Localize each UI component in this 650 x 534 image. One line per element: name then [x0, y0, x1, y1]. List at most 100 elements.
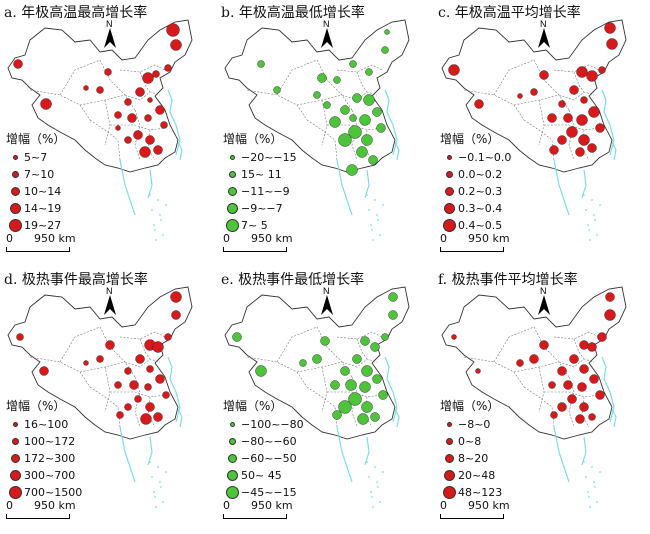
panel-title: c. 年极高温平均增长率 [438, 5, 581, 21]
north-arrow-icon [104, 28, 116, 48]
legend-dot [226, 203, 238, 214]
legend: 增幅（%） 16~100 100~172 172~300 300~700 700~1500 [6, 397, 82, 501]
station-dot [529, 354, 539, 364]
station-dot [346, 164, 358, 176]
province-border [493, 326, 535, 363]
station-dot [576, 66, 588, 78]
island-marker [372, 506, 374, 508]
north-label: N [106, 19, 113, 29]
station-dot [345, 379, 357, 391]
station-dot [363, 94, 375, 106]
station-dot [557, 402, 567, 412]
station-dot [323, 101, 331, 109]
province-border [29, 89, 91, 121]
station-dot [105, 340, 115, 350]
island-marker [159, 214, 161, 216]
province-border [336, 331, 383, 340]
province-border [573, 71, 585, 93]
province-border [246, 356, 308, 388]
legend-dot [11, 438, 19, 445]
island-marker [153, 491, 155, 493]
island-marker [155, 239, 157, 241]
station-dot [162, 391, 170, 399]
island-marker [151, 476, 153, 478]
legend-dot [9, 470, 21, 481]
legend-item: 16~100 [6, 416, 82, 433]
province-border [119, 64, 166, 73]
province-border [119, 331, 166, 340]
province-border [246, 89, 308, 121]
scale-bar: 0 950 km [6, 499, 76, 519]
station-dot [160, 121, 168, 129]
legend-label: 16~100 [24, 418, 69, 431]
station-dot [550, 411, 558, 419]
station-dot [124, 367, 132, 375]
station-dot [586, 70, 598, 82]
island-marker [379, 501, 381, 503]
legend-item: −100~−80 [223, 416, 304, 433]
island-marker [149, 194, 151, 196]
panel-title: f. 极热事件平均增长率 [438, 272, 578, 288]
province-border [538, 99, 545, 146]
station-dot [330, 380, 340, 390]
island-marker [583, 461, 585, 463]
coastline [336, 159, 353, 216]
island-marker [366, 194, 368, 196]
legend-dot [227, 187, 237, 196]
legend-dot [229, 422, 235, 427]
legend-dot [11, 171, 19, 178]
station-dot [329, 116, 341, 128]
panel-title: e. 极热事件最低增长率 [221, 272, 365, 288]
island-marker [585, 476, 587, 478]
station-dot [361, 134, 373, 146]
legend: 增幅（%） −8~0 0~8 8~20 20~48 48~123 [440, 397, 502, 501]
station-dot [597, 332, 607, 342]
china-map: N [441, 286, 627, 508]
china-map: N [7, 286, 193, 508]
coastline [394, 141, 400, 161]
legend-item: −9~−7 [223, 200, 297, 217]
island-marker [589, 506, 591, 508]
legend-label: −9~−7 [241, 202, 283, 215]
legend-item: −20~−15 [223, 149, 297, 166]
legend-item: 15~ 11 [223, 166, 297, 183]
coastline [553, 159, 570, 216]
province-border [29, 356, 91, 388]
station-dot [563, 380, 573, 390]
country-border [441, 286, 627, 440]
station-dot [474, 99, 484, 109]
legend-dot [445, 438, 453, 445]
legend-dot [225, 486, 239, 499]
island-marker [371, 229, 373, 231]
station-dot [579, 364, 589, 374]
country-border [7, 286, 193, 440]
north-arrow-icon [538, 28, 550, 48]
legend-dot [443, 203, 455, 214]
province-border [538, 366, 545, 413]
north-arrow-icon [321, 28, 333, 48]
coastline [364, 169, 370, 199]
legend-label: 14~19 [24, 202, 62, 215]
legend-label: 7~ 5 [241, 219, 268, 232]
station-dot [539, 340, 549, 350]
station-dot [569, 354, 579, 364]
station-dot [144, 383, 152, 391]
province-border [316, 59, 353, 111]
legend: 增幅（%） −20~−15 15~ 11 −11~−9 −9~−7 7~ 5 [223, 130, 297, 234]
scale-label: 0 950 km [223, 499, 293, 512]
station-dot [372, 107, 382, 117]
station-dot [530, 88, 538, 96]
legend-title: 增幅（%） [440, 399, 500, 413]
legend-dot [8, 219, 22, 232]
station-dot [563, 113, 573, 123]
province-border [523, 119, 555, 161]
scale-line [6, 514, 70, 519]
coastline [611, 408, 617, 428]
station-dot [567, 394, 577, 404]
province-border [110, 124, 166, 131]
station-dot [320, 336, 330, 346]
station-dot [299, 359, 307, 367]
